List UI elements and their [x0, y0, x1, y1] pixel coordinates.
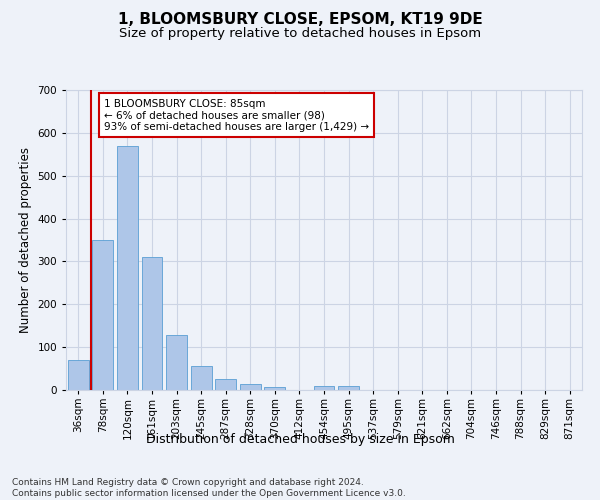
Bar: [215, 380, 236, 390]
Bar: [265, 386, 286, 390]
Bar: [142, 257, 163, 390]
Text: Distribution of detached houses by size in Epsom: Distribution of detached houses by size …: [146, 432, 454, 446]
Bar: [68, 360, 89, 390]
Bar: [92, 240, 113, 390]
Bar: [338, 386, 359, 390]
Text: Size of property relative to detached houses in Epsom: Size of property relative to detached ho…: [119, 28, 481, 40]
Y-axis label: Number of detached properties: Number of detached properties: [19, 147, 32, 333]
Text: 1, BLOOMSBURY CLOSE, EPSOM, KT19 9DE: 1, BLOOMSBURY CLOSE, EPSOM, KT19 9DE: [118, 12, 482, 28]
Bar: [191, 366, 212, 390]
Bar: [117, 146, 138, 390]
Text: 1 BLOOMSBURY CLOSE: 85sqm
← 6% of detached houses are smaller (98)
93% of semi-d: 1 BLOOMSBURY CLOSE: 85sqm ← 6% of detach…: [104, 98, 369, 132]
Bar: [314, 386, 334, 390]
Text: Contains HM Land Registry data © Crown copyright and database right 2024.
Contai: Contains HM Land Registry data © Crown c…: [12, 478, 406, 498]
Bar: [240, 384, 261, 390]
Bar: [166, 335, 187, 390]
